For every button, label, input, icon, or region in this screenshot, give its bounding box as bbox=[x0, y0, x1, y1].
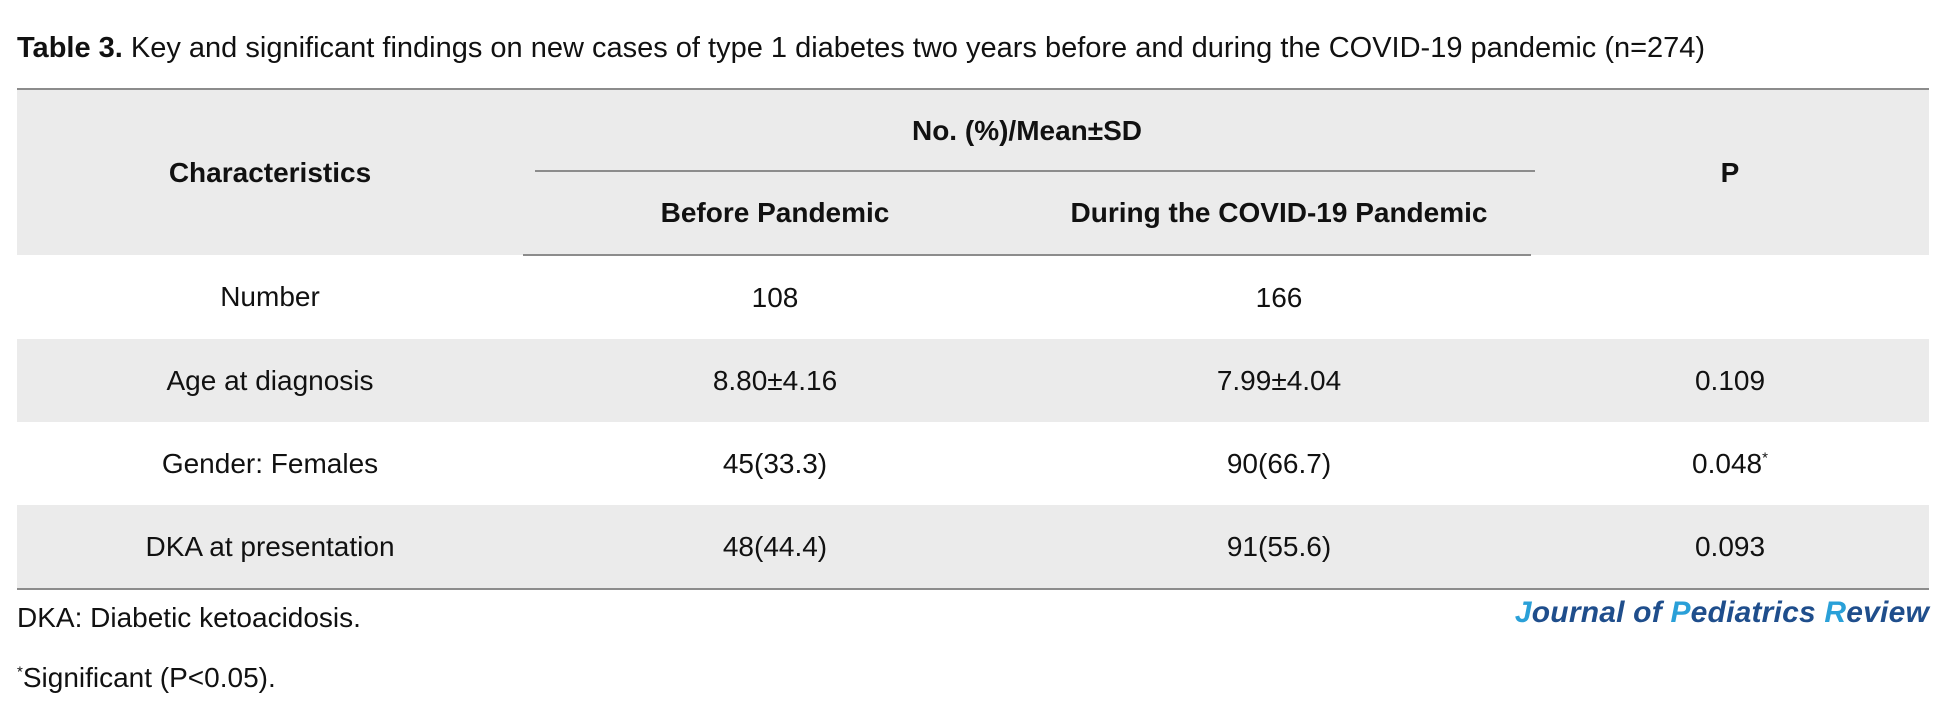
cell-p: 0.093 bbox=[1531, 505, 1930, 590]
table-row: Age at diagnosis 8.80±4.16 7.99±4.04 0.1… bbox=[17, 339, 1930, 422]
cell-before: 45(33.3) bbox=[722, 447, 828, 479]
cell-p: 0.109 bbox=[1531, 339, 1930, 422]
row-label: Gender: Females bbox=[161, 447, 379, 479]
table-number: Table 3. bbox=[17, 32, 123, 64]
footnote-significance: *Significant (P<0.05). bbox=[17, 660, 276, 696]
data-table-container: Characteristics No. (%)/Mean±SD P Before… bbox=[17, 88, 1930, 590]
header-characteristics: Characteristics bbox=[17, 88, 523, 255]
footnote-abbreviation: DKA: Diabetic ketoacidosis. bbox=[17, 602, 361, 633]
cell-p: 0.048* bbox=[1531, 422, 1929, 505]
p-value: 0.093 bbox=[1694, 530, 1766, 562]
row-label: Number bbox=[220, 281, 320, 312]
cell-during: 90(66.7) bbox=[1226, 447, 1332, 479]
p-sup: * bbox=[1762, 449, 1768, 467]
header-group: No. (%)/Mean±SD bbox=[523, 88, 1536, 172]
p-value: 0.109 bbox=[1694, 364, 1766, 396]
header-during: During the COVID-19 Pandemic bbox=[1027, 172, 1532, 256]
journal-logo-word: ournal of bbox=[1531, 596, 1671, 629]
data-table: Characteristics No. (%)/Mean±SD P Before… bbox=[17, 88, 1930, 590]
cell-during: 7.99±4.04 bbox=[1027, 339, 1532, 422]
table-row: DKA at presentation 48(44.4) 91(55.6) 0.… bbox=[17, 505, 1930, 590]
table-header-row: Characteristics No. (%)/Mean±SD P bbox=[17, 88, 1930, 255]
footnote-mark: * bbox=[17, 663, 23, 681]
table-subheader-row: Before Pandemic During the COVID-19 Pand… bbox=[17, 172, 1929, 256]
header-p: P bbox=[1531, 88, 1930, 255]
cell-p bbox=[1531, 255, 1929, 339]
row-label: DKA at presentation bbox=[17, 505, 523, 590]
journal-logo: Journal of Pediatrics Review bbox=[1515, 596, 1929, 630]
footnote-significance-text: Significant (P<0.05). bbox=[22, 662, 276, 693]
cell-before: 108 bbox=[751, 281, 799, 313]
table-caption: Table 3. Key and significant findings on… bbox=[17, 28, 1705, 68]
row-label: Age at diagnosis bbox=[17, 339, 523, 422]
p-value: 0.048 bbox=[1692, 447, 1763, 479]
header-group-label: No. (%)/Mean±SD bbox=[911, 115, 1143, 146]
journal-logo-initial: R bbox=[1824, 596, 1847, 629]
journal-logo-initial: J bbox=[1514, 596, 1532, 629]
cell-before: 48(44.4) bbox=[523, 505, 1027, 590]
table-title: Key and significant findings on new case… bbox=[122, 32, 1706, 64]
journal-logo-word: eview bbox=[1846, 596, 1929, 629]
journal-logo-word: ediatrics bbox=[1690, 596, 1825, 629]
cell-before: 8.80±4.16 bbox=[523, 339, 1027, 422]
cell-during: 91(55.6) bbox=[1027, 505, 1532, 590]
table-row: Gender: Females 45(33.3) 90(66.7) 0.048* bbox=[17, 422, 1929, 505]
header-group-rule bbox=[535, 170, 1536, 172]
journal-logo-initial: P bbox=[1670, 596, 1691, 629]
header-before: Before Pandemic bbox=[523, 172, 1027, 256]
table-row: Number 108 166 bbox=[17, 255, 1929, 339]
cell-during: 166 bbox=[1255, 281, 1303, 313]
